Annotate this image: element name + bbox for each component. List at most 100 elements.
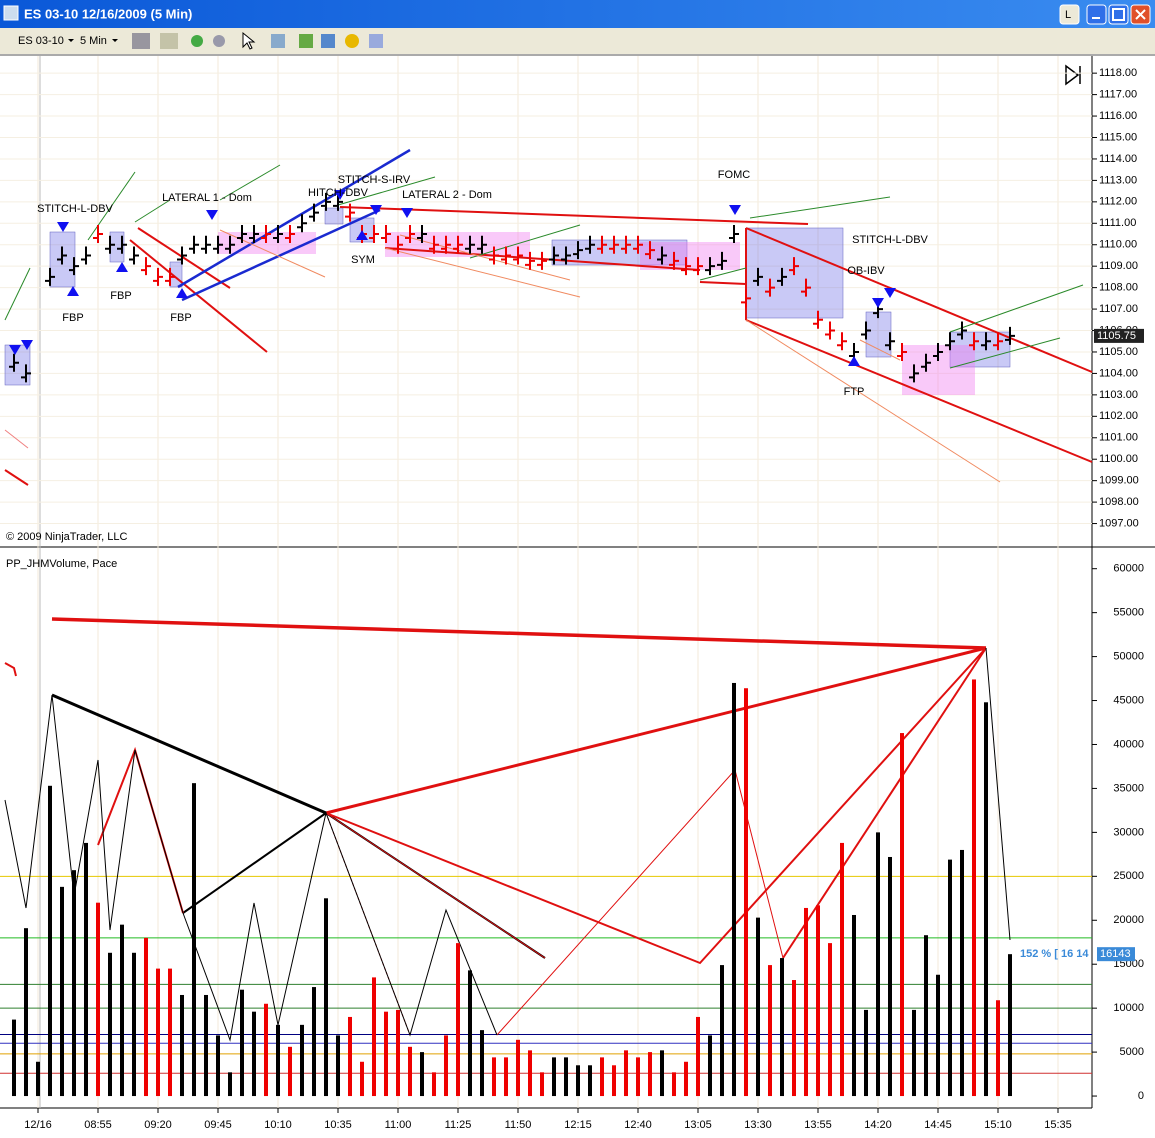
signal-arrow [370, 205, 382, 215]
signal-arrow [9, 345, 21, 355]
link-button[interactable] [1059, 4, 1080, 25]
signal-arrow [884, 288, 896, 298]
x-tick-label: 14:45 [924, 1119, 952, 1131]
trendline [4, 267, 31, 321]
maximize-button[interactable] [1108, 4, 1129, 25]
volume-bar [588, 1065, 592, 1097]
price-bar [669, 251, 679, 270]
volume-bar [84, 842, 88, 1097]
signal-arrow [176, 288, 188, 298]
price-bar [621, 235, 631, 254]
price-bar [837, 332, 847, 351]
volume-bar [132, 952, 136, 1097]
price-bar [909, 364, 919, 383]
price-bar [225, 235, 235, 254]
volume-bar [672, 1072, 676, 1097]
annotation: FOMC [718, 169, 750, 181]
volume-bar [360, 1061, 364, 1097]
price-bar [201, 235, 211, 254]
price-bar [189, 235, 199, 254]
volume-bar [528, 1050, 532, 1097]
price-bar [969, 332, 979, 351]
trendline [384, 247, 581, 298]
x-tick-label: 13:30 [744, 1119, 772, 1131]
signal-arrow [334, 190, 346, 200]
price-bar [273, 225, 283, 244]
volume-bar [192, 783, 196, 1097]
volume-bar [36, 1061, 40, 1097]
x-tick-label: 11:50 [505, 1119, 532, 1131]
swing-line [182, 811, 546, 959]
scroll-end-button[interactable] [1065, 64, 1081, 86]
trendline [129, 239, 268, 353]
volume-bar [444, 1035, 448, 1097]
data-box-icon[interactable] [369, 34, 383, 48]
volume-bar [24, 928, 28, 1097]
volume-bar [576, 1065, 580, 1097]
dropdown-arrows [68, 39, 118, 42]
y-tick-label: 1102.00 [1099, 410, 1138, 422]
properties-icon[interactable] [271, 34, 285, 48]
price-bar [597, 235, 607, 254]
x-tick-label: 08:55 [84, 1119, 112, 1131]
zoom-out-icon[interactable] [213, 35, 225, 47]
bars-icon[interactable] [132, 33, 150, 49]
interval-selector[interactable]: 5 Min [80, 35, 107, 47]
price-bar [81, 246, 91, 265]
instrument-selector[interactable]: ES 03-10 [18, 35, 64, 47]
signal-arrow [872, 298, 884, 308]
annotation: STITCH-L-DBV [852, 234, 928, 246]
swing-line [51, 693, 327, 815]
price-bar [549, 246, 559, 265]
y-tick-label: 10000 [1113, 1002, 1144, 1014]
price-bar [525, 251, 535, 270]
y-tick-label: 50000 [1113, 650, 1144, 662]
volume-bar [756, 917, 760, 1097]
trendline [399, 234, 571, 281]
x-tick-label: 10:35 [324, 1119, 352, 1131]
volume-bar [288, 1046, 292, 1097]
app-icon [3, 5, 19, 21]
price-bar [441, 235, 451, 254]
price-bar [321, 192, 331, 211]
volume-bar [372, 977, 376, 1097]
trade-icon[interactable] [345, 34, 359, 48]
volume-bar [540, 1072, 544, 1097]
indicator-icon[interactable] [321, 34, 335, 48]
price-bar [69, 257, 79, 276]
trendline [949, 337, 1061, 369]
y-tick-label: 5000 [1120, 1046, 1144, 1058]
signal-arrow [57, 222, 69, 232]
volume-bar [708, 1035, 712, 1097]
volume-bar [624, 1050, 628, 1097]
strategy-icon[interactable] [299, 34, 313, 48]
volume-bar [324, 898, 328, 1097]
draw-icon[interactable] [160, 33, 178, 49]
x-tick-label: 13:55 [804, 1119, 832, 1131]
y-tick-label: 1098.00 [1099, 496, 1139, 508]
volume-bar [876, 832, 880, 1097]
cursor-icon[interactable] [242, 31, 256, 50]
volume-bar [744, 688, 748, 1097]
volume-bar [240, 989, 244, 1097]
x-tick-label: 15:10 [984, 1119, 1012, 1131]
drawings [4, 148, 1093, 1042]
price-bar [813, 310, 823, 329]
toolbar-icons [132, 31, 383, 50]
annotation: OB-IBV [847, 265, 885, 277]
y-tick-label: 30000 [1113, 826, 1144, 838]
signal-arrow [116, 262, 128, 272]
volume-bar [228, 1072, 232, 1097]
price-bar [45, 267, 55, 286]
trendline [859, 339, 901, 361]
window-title: ES 03-10 12/16/2009 (5 Min) [24, 6, 192, 21]
swing-line [97, 746, 184, 914]
price-bar [693, 257, 703, 276]
price-bar [513, 246, 523, 265]
minimize-button[interactable] [1086, 4, 1107, 25]
volume-bar [108, 952, 112, 1097]
price-bar [885, 332, 895, 351]
zoom-in-icon[interactable] [191, 35, 203, 47]
y-tick-label: 1116.00 [1099, 110, 1137, 122]
y-tick-label: 1118.00 [1099, 67, 1137, 79]
